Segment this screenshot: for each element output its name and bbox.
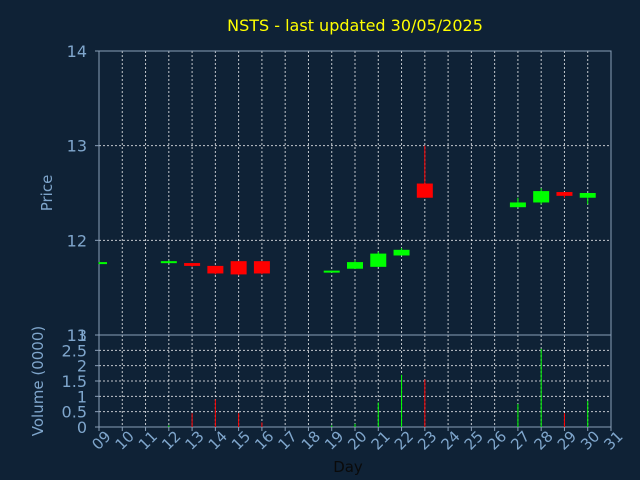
candle-body [556,192,573,196]
candle-body [230,261,247,275]
price-axis-ticks: 14 13 12 11 [67,42,99,345]
price-tick-label: 12 [67,231,87,250]
price-tick-label: 13 [67,137,87,156]
candle-body [509,202,526,208]
volume-bars [168,348,589,427]
candle-body [207,265,224,274]
price-grid [99,51,611,335]
volume-tick-label: 0 [77,418,87,437]
chart-title: NSTS - last updated 30/05/2025 [227,16,483,35]
volume-tick-label: 0.5 [62,403,87,422]
candle-body [160,261,177,264]
price-axis-label: Price [38,175,56,212]
candle-body [323,270,340,273]
day-axis-ticks: 0910111213141516171819202122232425262728… [88,427,627,454]
x-axis-label: Day [333,458,363,476]
price-tick-label: 14 [67,42,87,61]
candle-body [99,262,107,265]
volume-tick-label: 3 [77,326,87,345]
volume-axis-label: Volume (0000) [29,326,47,436]
volume-tick-label: 1 [77,387,87,406]
candle-body [347,262,363,269]
volume-tick-label: 2.5 [62,341,87,360]
candle-body [416,183,433,198]
candle-body [184,263,201,266]
candlesticks [98,145,596,276]
volume-tick-label: 2 [77,357,87,376]
candle-body [253,261,270,274]
candle-body [393,249,410,256]
price-tick-label: 11 [67,326,87,345]
volume-axis-ticks: 32.521.510.50 [62,326,99,437]
candle-body [579,193,596,198]
candle-body [370,253,387,267]
volume-tick-label: 1.5 [62,372,87,391]
candle-body [533,191,550,203]
